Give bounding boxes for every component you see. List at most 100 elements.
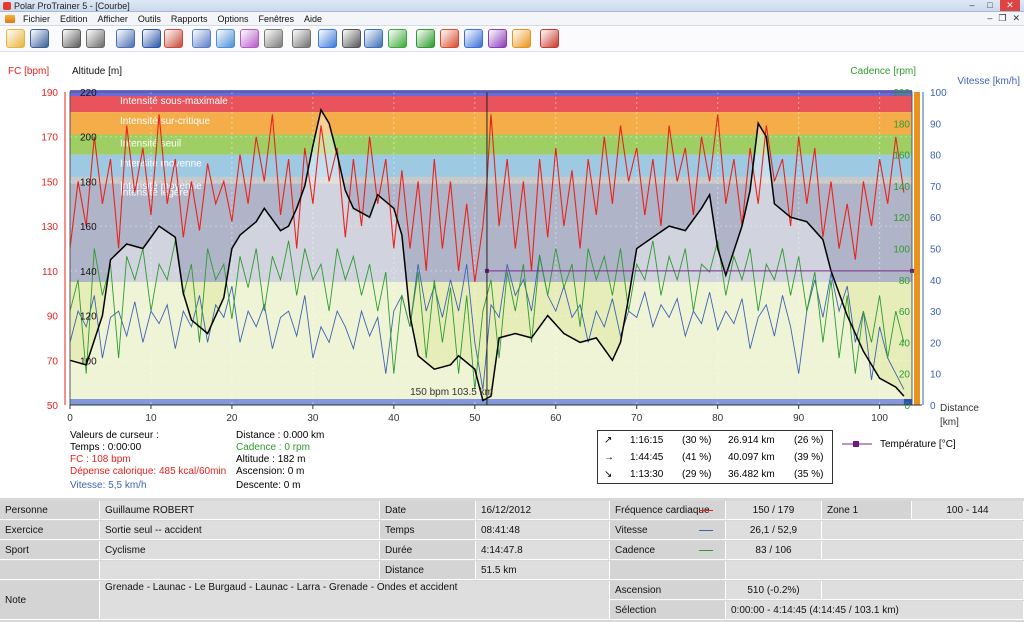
zone5-icon[interactable]	[512, 29, 531, 48]
cadence-tick-label: 60	[899, 307, 911, 318]
hr-tick-label: 50	[47, 401, 59, 412]
menu-aide[interactable]: Aide	[304, 13, 323, 24]
cursor-distance: Distance : 0.000 km	[236, 430, 325, 441]
altitude-tick-label: 160	[80, 222, 97, 233]
transfer-icon[interactable]	[86, 29, 105, 48]
zone1-icon[interactable]	[416, 29, 435, 48]
users-icon[interactable]	[540, 29, 559, 48]
window-title: Polar ProTrainer 5 - [Courbe]	[14, 1, 130, 11]
x-tick-label: 70	[631, 413, 643, 424]
split-time: 1:16:15	[630, 435, 664, 446]
x-tick-label: 40	[388, 413, 400, 424]
speed-key: Vitesse	[610, 521, 726, 540]
ruler-icon[interactable]	[318, 29, 337, 48]
exercise-key: Exercice	[0, 521, 100, 540]
child-close-button[interactable]: ✕	[1012, 13, 1020, 23]
split-arrow: →	[604, 452, 614, 463]
zone4-icon[interactable]	[488, 29, 507, 48]
split-row: ↘ 1:13:30 (29 %) 36.482 km (35 %)	[598, 467, 834, 483]
save-icon[interactable]	[30, 29, 49, 48]
hr-tick-label: 90	[47, 312, 59, 323]
zone2-icon[interactable]	[440, 29, 459, 48]
speed-tick-label: 40	[930, 276, 942, 287]
list-icon[interactable]	[264, 29, 283, 48]
cursor-header: Valeurs de curseur :	[70, 430, 159, 441]
speed-tick-label: 10	[930, 370, 942, 381]
split-time: 1:44:45	[630, 452, 664, 463]
x-axis-unit: [km]	[940, 417, 959, 428]
stopwatch-icon[interactable]	[364, 29, 383, 48]
sport-key: Sport	[0, 541, 100, 560]
time-value: 08:41:48	[476, 521, 610, 540]
speed-tick-label: 100	[930, 88, 947, 99]
hr-tick-label: 70	[47, 356, 59, 367]
cursor-speed: Vitesse: 5,5 km/h	[70, 480, 147, 491]
note-value[interactable]: Grenade - Launac - Le Burgaud - Launac -…	[100, 581, 610, 620]
split-pct: (30 %)	[682, 435, 712, 446]
minimize-button[interactable]: –	[969, 0, 975, 10]
title-bar: Polar ProTrainer 5 - [Courbe] – □ ✕	[0, 0, 1024, 12]
temperature-legend-swatch	[842, 441, 872, 447]
distance-value: 51.5 km	[476, 561, 610, 580]
sync-icon[interactable]	[62, 29, 81, 48]
menu-fichier[interactable]: Fichier	[23, 13, 51, 24]
curve-icon[interactable]	[192, 29, 211, 48]
sport-value: Cyclisme	[100, 541, 380, 560]
hr-axis-label: FC [bpm]	[8, 66, 49, 77]
zone-label: Intensité sous-maximale	[120, 96, 228, 107]
x-tick-label: 50	[469, 413, 481, 424]
menu-fenetres[interactable]: Fenêtres	[258, 13, 295, 24]
cursor-hr: FC : 108 bpm	[70, 454, 131, 465]
hr-zone-band	[70, 134, 912, 155]
hr-tick-label: 110	[42, 267, 58, 278]
child-minimize-button[interactable]: –	[987, 13, 993, 23]
x-tick-label: 90	[793, 413, 805, 424]
route-icon[interactable]	[342, 29, 361, 48]
menu-afficher[interactable]: Afficher	[97, 13, 128, 24]
cadence-tick-label: 20	[899, 370, 911, 381]
close-button[interactable]: ✕	[1000, 0, 1020, 11]
cadence-tick-label: 100	[893, 245, 910, 256]
hr-tick-label: 170	[41, 133, 58, 144]
zoom-icon[interactable]	[292, 29, 311, 48]
hr-zone-band	[70, 92, 912, 113]
cursor-altitude: Altitude : 182 m	[236, 454, 306, 465]
menu-options[interactable]: Options	[217, 13, 249, 24]
x-tick-label: 100	[871, 413, 888, 424]
menu-edition[interactable]: Edition	[60, 13, 88, 24]
selection-value: 0:00:00 - 4:14:45 (4:14:45 / 103.1 km)	[726, 601, 1024, 620]
child-restore-button[interactable]: ❐	[998, 13, 1007, 23]
cadence-key: Cadence	[610, 541, 726, 560]
x-tick-label: 60	[550, 413, 562, 424]
toolbar	[0, 26, 1024, 52]
open-icon[interactable]	[6, 29, 25, 48]
empty-cell	[610, 561, 726, 580]
temperature-legend-label: Température [°C]	[880, 439, 956, 450]
duration-key: Durée	[380, 541, 476, 560]
menu-outils[interactable]: Outils	[137, 13, 161, 24]
chart-svg[interactable]: Intensité sous-maximale Intensité sur-cri…	[0, 52, 1024, 428]
calendar-icon[interactable]	[116, 29, 135, 48]
cadence-tick-label: 160	[893, 151, 910, 162]
split-time: 1:13:30	[630, 469, 664, 480]
speed-tick-label: 90	[930, 119, 942, 130]
table-icon[interactable]	[240, 29, 259, 48]
hr-zone-band	[70, 282, 912, 401]
book-icon[interactable]	[142, 29, 161, 48]
wave-icon[interactable]	[388, 29, 407, 48]
menu-rapports[interactable]: Rapports	[170, 13, 208, 24]
curve-chart[interactable]: Intensité sous-maximale Intensité sur-cri…	[0, 52, 1024, 428]
cadence-axis-label: Cadence [rpm]	[850, 66, 916, 77]
zone3-icon[interactable]	[464, 29, 483, 48]
split-distance: 40.097 km	[728, 452, 775, 463]
bars-icon[interactable]	[216, 29, 235, 48]
cadence-tick-label: 80	[899, 276, 911, 287]
hr-tick-label: 190	[41, 88, 58, 99]
x-tick-label: 0	[67, 413, 73, 424]
altitude-tick-label: 100	[80, 356, 97, 367]
hr-zone-top-band	[70, 90, 912, 96]
empty-cell	[726, 561, 1024, 580]
speed-axis-label: Vitesse [km/h]	[957, 76, 1020, 87]
person-icon[interactable]	[164, 29, 183, 48]
maximize-button[interactable]: □	[987, 0, 993, 10]
